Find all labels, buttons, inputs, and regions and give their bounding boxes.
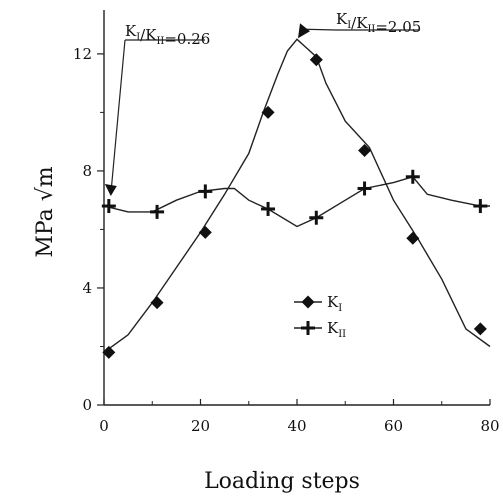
- data-point-plus: [309, 210, 324, 225]
- annotation-ratio-start: KI/KII=0.26: [104, 22, 210, 197]
- data-point-plus: [198, 184, 213, 199]
- data-point-plus: [101, 199, 116, 214]
- legend-symbol-diamond: [301, 295, 315, 309]
- x-tick-label: 40: [287, 417, 306, 435]
- annotation-text: KI/KII=0.26: [125, 22, 210, 48]
- legend: KI KII: [294, 293, 346, 340]
- data-point-plus: [357, 181, 372, 196]
- legend-entry-KI: KI: [294, 293, 342, 314]
- y-tick-label: 4: [82, 279, 92, 297]
- data-point-plus: [405, 169, 420, 184]
- x-tick-label: 60: [384, 417, 403, 435]
- y-tick-label: 0: [82, 396, 92, 414]
- legend-label: KII: [327, 319, 346, 340]
- series-KI: [102, 38, 491, 359]
- data-point-diamond: [406, 231, 420, 245]
- data-point-diamond: [309, 53, 323, 67]
- data-point-diamond: [102, 345, 116, 359]
- annotation-ratio-peak: KI/KII=2.05: [298, 10, 421, 39]
- series-line: [103, 175, 490, 228]
- data-point-diamond: [198, 225, 212, 239]
- y-tick-label: 12: [73, 45, 92, 63]
- series-layer: [101, 38, 491, 359]
- series-KII: [101, 169, 490, 228]
- data-point-plus: [261, 201, 276, 216]
- x-axis-title: Loading steps: [204, 469, 360, 494]
- annotations: KI/KII=0.26 KI/KII=2.05: [104, 10, 421, 197]
- data-point-diamond: [261, 105, 275, 119]
- x-tick-label: 0: [99, 417, 109, 435]
- legend-symbol-plus: [301, 321, 315, 335]
- y-tick-label: 8: [82, 162, 92, 180]
- annotation-leader: [304, 28, 337, 31]
- data-point-plus: [473, 199, 488, 214]
- y-axis-title: MPa √m: [33, 166, 58, 257]
- data-point-diamond: [358, 143, 372, 157]
- x-tick-label: 80: [480, 417, 499, 435]
- data-point-diamond: [473, 322, 487, 336]
- legend-label: KI: [327, 293, 342, 314]
- series-line: [103, 38, 491, 353]
- ticks: 0 20 40 60 80 0 4 8 12: [73, 45, 500, 435]
- x-tick-label: 20: [191, 417, 210, 435]
- data-point-diamond: [150, 296, 164, 310]
- legend-entry-KII: KII: [294, 319, 346, 340]
- annotation-text: KI/KII=2.05: [336, 10, 421, 36]
- arrowhead: [298, 23, 310, 39]
- annotation-leader: [110, 39, 126, 195]
- arrowhead: [104, 184, 117, 197]
- data-point-plus: [150, 204, 165, 219]
